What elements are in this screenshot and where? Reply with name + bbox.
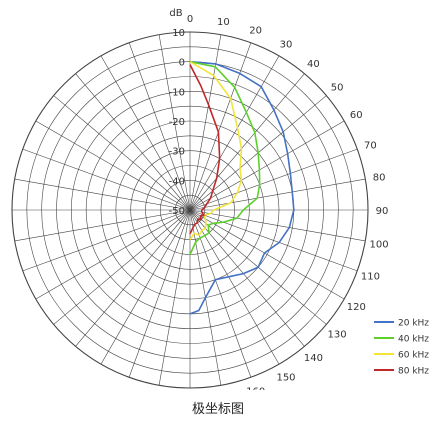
angle-tick-label: 80 (373, 173, 386, 184)
angle-tick-label: 110 (361, 272, 380, 283)
angle-tick-label: 140 (304, 353, 323, 364)
radial-tick-label: -30 (169, 147, 185, 158)
radial-tick-label: 0 (179, 58, 185, 69)
grid-spoke (189, 55, 280, 211)
angle-tick-label: 50 (331, 83, 344, 94)
angle-tick-label: 70 (364, 140, 377, 151)
unit-label: dB (169, 8, 182, 19)
radial-tick-label: 10 (172, 28, 185, 39)
grid-spoke (35, 120, 191, 211)
series-line (189, 60, 295, 315)
grid-spoke (189, 120, 345, 211)
grid-spoke (100, 55, 191, 211)
grid-spoke (189, 209, 345, 300)
angle-tick-label: 100 (370, 239, 389, 250)
legend-label: 40 kHz (398, 335, 429, 345)
grid-spoke (189, 73, 305, 211)
angle-tick-label: 10 (217, 17, 230, 28)
grid-spoke (189, 42, 252, 211)
grid-spoke (22, 209, 191, 272)
grid-spoke (189, 209, 358, 272)
radial-tick-label: -40 (169, 176, 185, 187)
series-line (189, 60, 243, 241)
grid-spoke (75, 209, 191, 347)
grid-spoke (189, 148, 358, 211)
series-line (189, 60, 261, 255)
angle-tick-label: 60 (350, 110, 363, 121)
angle-tick-label: 150 (276, 372, 295, 383)
grid-spoke (22, 148, 191, 211)
angle-tick-label: 90 (376, 206, 389, 217)
legend-label: 80 kHz (398, 367, 429, 377)
grid-spoke (189, 209, 366, 242)
angle-tick-label: 40 (307, 59, 320, 70)
legend-label: 20 kHz (398, 319, 429, 329)
legend-label: 60 kHz (398, 351, 429, 361)
angle-tick-label: 20 (249, 26, 262, 37)
angle-tick-label: 30 (280, 40, 293, 51)
grid-spoke (53, 95, 191, 211)
series-line (189, 64, 221, 235)
grid-spoke (189, 178, 366, 211)
grid-spoke (53, 209, 191, 325)
grid-spoke (158, 34, 191, 211)
grid-spoke (75, 73, 191, 211)
grid-spoke (158, 209, 191, 386)
radial-tick-label: -50 (169, 206, 185, 217)
grid-spoke (14, 209, 191, 242)
figure-caption: 极坐标图 (191, 402, 244, 417)
polar-chart: 0102030405060708090100110120130140150160… (11, 8, 429, 390)
radial-tick-label: -20 (169, 117, 185, 128)
grid-spoke (128, 42, 191, 211)
angle-tick-label: 120 (347, 302, 366, 313)
angle-tick-label: 130 (328, 329, 347, 340)
grid-spoke (100, 209, 191, 365)
radial-tick-label: -10 (169, 87, 185, 98)
angle-tick-label: 0 (187, 14, 193, 25)
grid-spoke (14, 178, 191, 211)
grid-spoke (128, 209, 191, 378)
grid-spoke (35, 209, 191, 300)
angle-tick-label: 160 (246, 386, 265, 390)
